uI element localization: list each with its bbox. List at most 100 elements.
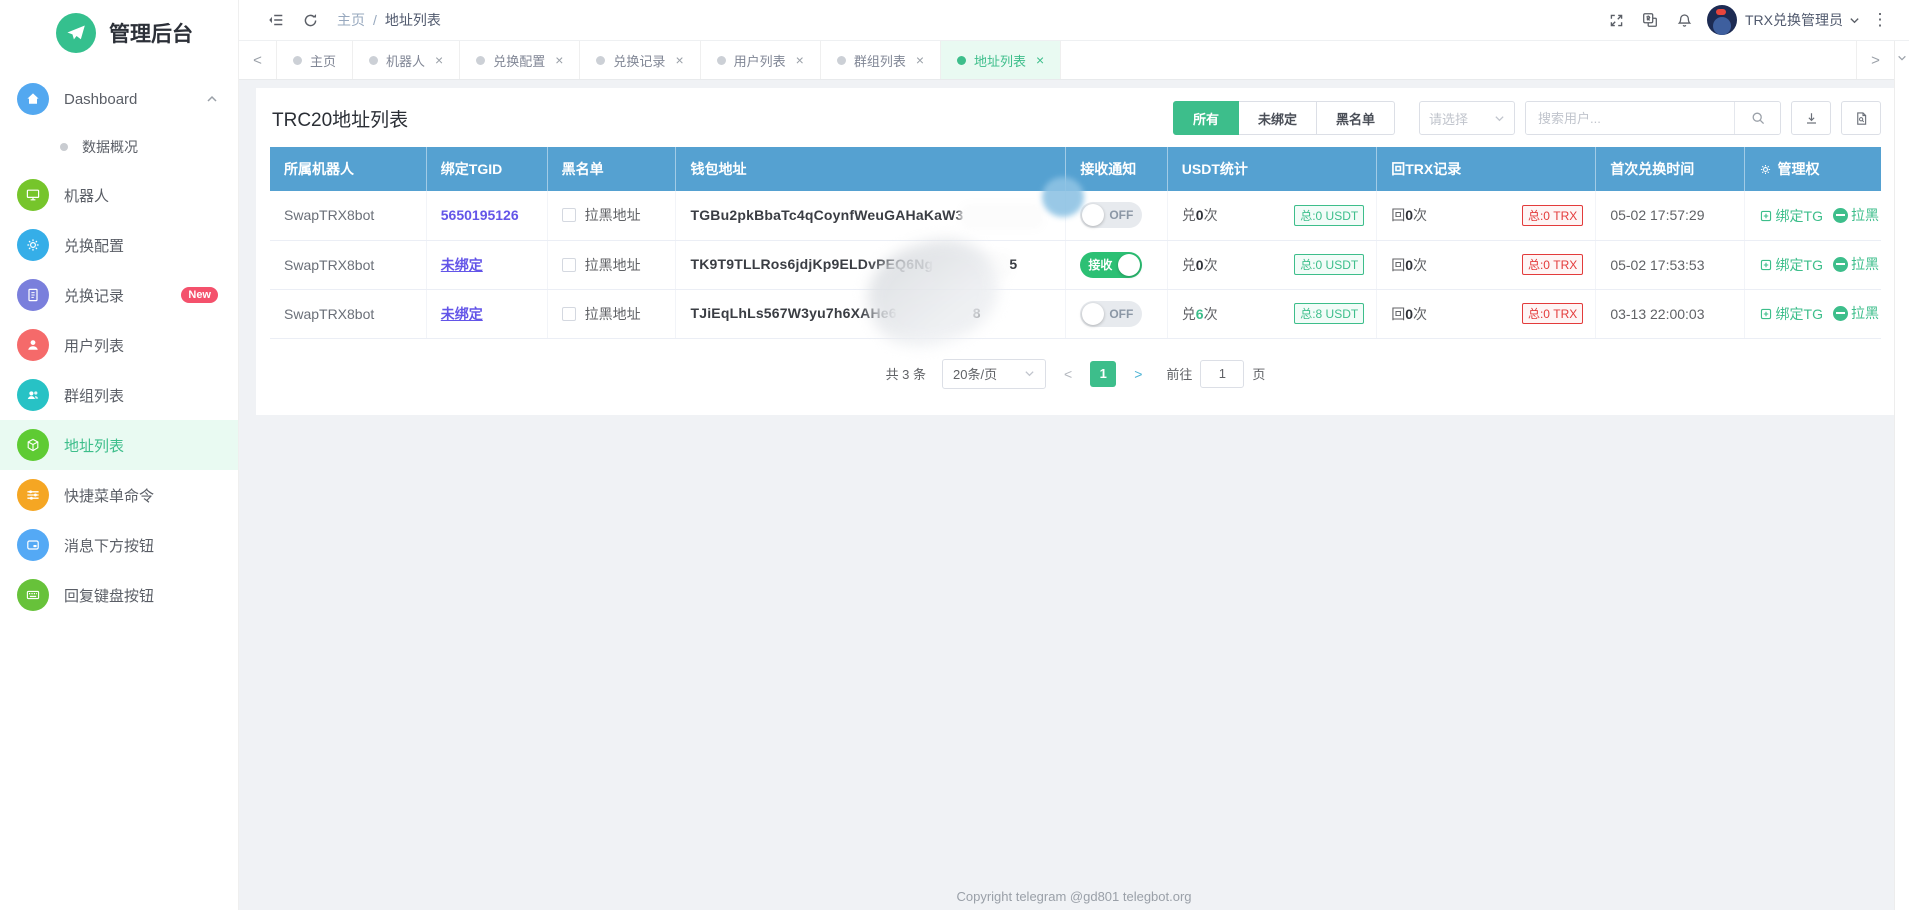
filter-all-button[interactable]: 所有 (1172, 101, 1239, 135)
close-icon[interactable]: × (915, 52, 925, 68)
col-header-first-time: 首次兑换时间 (1595, 147, 1745, 191)
cell-first-swap-time: 05-02 17:57:29 (1595, 191, 1745, 241)
col-header-trx: 回TRX记录 (1376, 147, 1597, 191)
export-download-button[interactable] (1791, 101, 1831, 135)
tab-swap-config[interactable]: 兑换配置 × (460, 41, 581, 79)
tab-dot-icon (836, 55, 846, 65)
bind-tg-button[interactable]: 绑定TG (1759, 304, 1823, 324)
trx-back-count: 回0次 (1391, 256, 1428, 273)
close-icon[interactable]: × (1036, 52, 1045, 68)
checkbox-icon[interactable] (561, 208, 576, 223)
collapse-sidebar-icon[interactable] (259, 3, 293, 37)
tgid-link[interactable]: 5650195126 (440, 207, 519, 224)
close-icon[interactable]: × (675, 52, 684, 68)
sidebar-item-address-list[interactable]: 地址列表 (0, 420, 238, 470)
close-icon[interactable]: × (795, 52, 804, 68)
checkbox-icon[interactable] (561, 306, 576, 321)
trx-total-badge: 总:0 TRX (1521, 303, 1584, 324)
tab-group-list[interactable]: 群组列表 × (821, 41, 942, 79)
notify-toggle[interactable]: 接收 (1080, 251, 1143, 278)
search-icon (1752, 112, 1764, 125)
tab-label: 地址列表 (974, 53, 1027, 69)
sidebar-item-label: 消息下方按钮 (64, 537, 155, 555)
search-button[interactable] (1734, 102, 1780, 134)
bot-select[interactable]: 请选择 (1419, 101, 1515, 135)
blacklist-button[interactable]: 拉黑 (1832, 303, 1879, 323)
close-icon[interactable]: × (555, 52, 564, 68)
table-row: SwapTRX8bot 未绑定 拉黑地址 TK9T9TLLRos6jdjKp9E… (270, 240, 1881, 290)
usdt-total-badge: 总:0 USDT (1294, 254, 1365, 275)
sidebar-item-data-overview[interactable]: 数据概况 (0, 124, 238, 170)
fullscreen-icon[interactable] (1599, 3, 1633, 37)
goto-page-input[interactable] (1200, 359, 1245, 388)
usdt-total-badge: 总:0 USDT (1294, 204, 1365, 226)
tab-dot-icon (476, 55, 486, 65)
table-row: SwapTRX8bot 未绑定 拉黑地址 TJiEqLhLs567W3yu7h6… (270, 289, 1881, 339)
swap-count: 兑0次 (1181, 207, 1218, 224)
tab-swap-records[interactable]: 兑换记录 × (580, 41, 701, 79)
trx-total-badge: 总:0 TRX (1521, 254, 1584, 275)
filter-blacklist-button[interactable]: 黑名单 (1316, 101, 1395, 135)
col-header-blacklist: 黑名单 (547, 147, 677, 191)
breadcrumb-home[interactable]: 主页 (337, 12, 365, 28)
sidebar-item-robots[interactable]: 机器人 (0, 170, 238, 220)
tgid-link[interactable]: 未绑定 (440, 256, 483, 273)
download-icon (1806, 112, 1816, 124)
sidebar-item-reply-keyboard[interactable]: 回复键盘按钮 (0, 570, 238, 620)
page-size-select[interactable]: 20条/页 (942, 358, 1047, 389)
chevron-down-icon[interactable] (1843, 3, 1865, 37)
bind-tg-button[interactable]: 绑定TG (1759, 255, 1823, 275)
bind-tg-button[interactable]: 绑定TG (1759, 206, 1823, 226)
next-page-button[interactable]: > (1134, 365, 1143, 382)
bell-icon[interactable] (1667, 3, 1701, 37)
right-scroll-strip[interactable] (1894, 41, 1909, 910)
tab-address-list[interactable]: 地址列表 × (941, 41, 1062, 79)
notify-toggle[interactable]: OFF (1080, 300, 1143, 327)
more-options-icon[interactable]: ⋮ (1871, 10, 1889, 29)
sidebar-menu: Dashboard 数据概况 机器人 兑换配置 兑换记录 Ne (0, 66, 238, 620)
user-avatar[interactable] (1707, 5, 1737, 35)
blacklist-button[interactable]: 拉黑 (1832, 205, 1879, 225)
sidebar-item-user-list[interactable]: 用户列表 (0, 320, 238, 370)
column-settings-button[interactable] (1841, 101, 1881, 135)
tabs-scroll-right-icon[interactable]: > (1856, 41, 1894, 79)
filter-unbound-button[interactable]: 未绑定 (1238, 101, 1317, 135)
sidebar-item-quick-menu-commands[interactable]: 快捷菜单命令 (0, 470, 238, 520)
close-icon[interactable]: × (435, 52, 444, 68)
sidebar-item-inline-buttons[interactable]: 消息下方按钮 (0, 520, 238, 570)
new-badge: New (181, 287, 218, 303)
user-name[interactable]: TRX兑换管理员 (1745, 12, 1843, 28)
content-area: TRC20地址列表 所有 未绑定 黑名单 请选择 (239, 80, 1909, 910)
translate-icon[interactable] (1633, 3, 1667, 37)
tab-home[interactable]: 主页 (277, 41, 354, 79)
blacklist-button[interactable]: 拉黑 (1832, 254, 1879, 274)
sidebar-item-group-list[interactable]: 群组列表 (0, 370, 238, 420)
sidebar-item-swap-config[interactable]: 兑换配置 (0, 220, 238, 270)
sidebar-item-dashboard[interactable]: Dashboard (0, 74, 238, 124)
minus-circle-icon (1832, 207, 1848, 223)
redaction-blur (935, 257, 1008, 273)
notify-toggle[interactable]: OFF (1080, 202, 1143, 229)
telegram-logo-icon (56, 13, 96, 53)
current-page-button[interactable]: 1 (1090, 360, 1117, 387)
keyboard-icon (17, 579, 49, 611)
tab-robots[interactable]: 机器人 × (353, 41, 461, 79)
tgid-link[interactable]: 未绑定 (440, 305, 483, 322)
top-navbar: 主页 / 地址列表 TRX兑换管理员 ⋮ (239, 0, 1909, 41)
tabs-scroll-left-icon[interactable]: < (239, 41, 277, 79)
page-title: TRC20地址列表 (272, 109, 409, 131)
blacklist-checkbox[interactable]: 拉黑地址 (561, 205, 641, 225)
table-header-row: 所属机器人 绑定TGID 黑名单 钱包地址 接收通知 USDT统计 回TRX记录… (270, 147, 1881, 191)
sidebar-item-swap-records[interactable]: 兑换记录 New (0, 270, 238, 320)
refresh-icon[interactable] (293, 3, 327, 37)
blacklist-label: 拉黑地址 (584, 207, 641, 224)
tab-label: 群组列表 (853, 53, 906, 69)
prev-page-button[interactable]: < (1064, 365, 1073, 382)
search-input[interactable] (1526, 102, 1734, 134)
minus-circle-icon (1832, 305, 1848, 321)
blacklist-checkbox[interactable]: 拉黑地址 (561, 255, 641, 275)
tab-user-list[interactable]: 用户列表 × (701, 41, 821, 79)
toggle-knob (1082, 204, 1105, 227)
blacklist-checkbox[interactable]: 拉黑地址 (561, 304, 641, 324)
checkbox-icon[interactable] (561, 257, 576, 272)
